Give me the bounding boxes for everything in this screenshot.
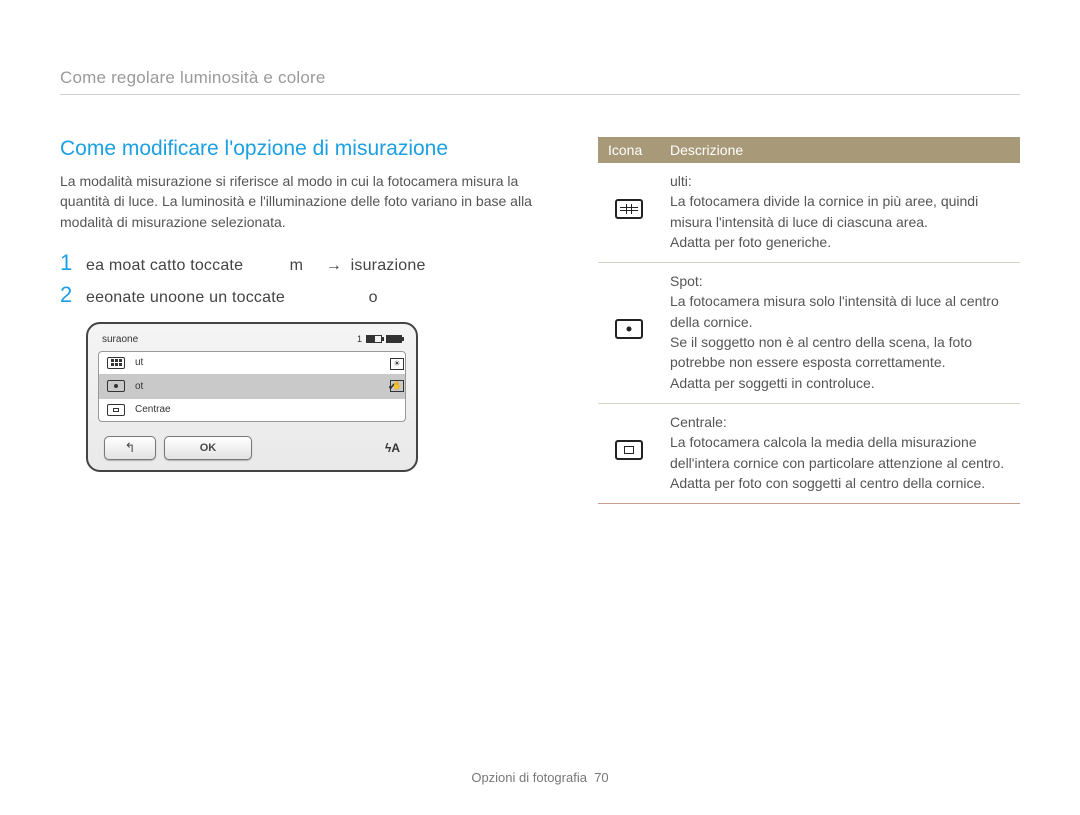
page-number: 70 [594, 770, 608, 785]
desc-body: Se il soggetto non è al centro della sce… [670, 332, 1010, 373]
icon-cell [598, 263, 660, 404]
step-text: ea moat catto toccate m → isurazione [86, 257, 540, 275]
lcd-bottom-bar: ↰ OK ϟA [98, 436, 406, 460]
icon-cell [598, 163, 660, 263]
desc-foot: Adatta per soggetti in controluce. [670, 373, 1010, 393]
menu-label: ot [135, 381, 378, 392]
center-icon [107, 404, 125, 416]
table-row: ulti: La fotocamera divide la cornice in… [598, 163, 1020, 263]
camera-lcd: suraone 1 ut ot ✔ [86, 322, 418, 472]
lcd-frame: suraone 1 ut ot ✔ [86, 322, 418, 472]
section-heading: Come modificare l'opzione di misurazione [60, 137, 540, 161]
menu-label: ut [135, 357, 397, 368]
exposure-icon: ☀ [390, 358, 404, 370]
step-number: 2 [60, 282, 86, 308]
step-fragment: isurazione [351, 257, 426, 274]
ok-button[interactable]: OK [164, 436, 252, 460]
menu-label: Centrae [135, 404, 397, 415]
intro-text: La modalità misurazione si riferisce al … [60, 171, 540, 232]
lcd-title: suraone [102, 334, 138, 345]
desc-title: Centrale: [670, 412, 1010, 432]
spot-icon [107, 380, 125, 392]
step-number: 1 [60, 250, 86, 276]
desc-title: ulti: [670, 171, 1010, 191]
step-1: 1 ea moat catto toccate m → isurazione [60, 250, 540, 276]
desc-body: La fotocamera calcola la media della mis… [670, 432, 1010, 473]
arrow-icon: → [326, 257, 342, 274]
menu-item-spot[interactable]: ot ✔ [99, 375, 405, 399]
desc-foot: Adatta per foto generiche. [670, 232, 1010, 252]
col-header-desc: Descrizione [660, 137, 1020, 163]
lcd-statusbar: suraone 1 [98, 334, 406, 351]
step-text: eeonate unoone un toccate o [86, 289, 540, 307]
multi-metering-icon [615, 199, 643, 219]
step-key: o [369, 289, 378, 306]
memory-icon [366, 335, 382, 343]
left-column: Come modificare l'opzione di misurazione… [60, 137, 540, 504]
footer-label: Opzioni di fotografia [471, 770, 587, 785]
battery-icon [386, 335, 402, 343]
col-header-icon: Icona [598, 137, 660, 163]
desc-body: La fotocamera misura solo l'intensità di… [670, 291, 1010, 332]
page-footer: Opzioni di fotografia 70 [0, 770, 1080, 785]
menu-item-center[interactable]: Centrae [99, 399, 405, 421]
spot-metering-icon [615, 319, 643, 339]
lcd-side-icons: ☀ ✋ [390, 358, 404, 392]
multi-icon [107, 357, 125, 369]
menu-item-multi[interactable]: ut [99, 352, 405, 375]
lcd-menu: ut ot ✔ Centrae [98, 351, 406, 422]
breadcrumb: Come regolare luminosità e colore [60, 68, 1020, 95]
icon-cell [598, 403, 660, 503]
desc-body: La fotocamera divide la cornice in più a… [670, 191, 1010, 232]
lcd-status-icons: 1 [357, 334, 402, 344]
step-2: 2 eeonate unoone un toccate o [60, 282, 540, 308]
stabilizer-icon: ✋ [390, 380, 404, 392]
center-metering-icon [615, 440, 643, 460]
desc-title: Spot: [670, 271, 1010, 291]
desc-foot: Adatta per foto con soggetti al centro d… [670, 473, 1010, 493]
table-row: Centrale: La fotocamera calcola la media… [598, 403, 1020, 503]
step-fragment: eeonate unoone un toccate [86, 289, 285, 306]
step-fragment: ea moat catto toccate [86, 257, 243, 274]
table-row: Spot: La fotocamera misura solo l'intens… [598, 263, 1020, 404]
shot-count: 1 [357, 334, 362, 344]
desc-cell: Spot: La fotocamera misura solo l'intens… [660, 263, 1020, 404]
content-columns: Come modificare l'opzione di misurazione… [60, 137, 1020, 504]
back-button[interactable]: ↰ [104, 436, 156, 460]
metering-table: Icona Descrizione ulti: La fotocamera di… [598, 137, 1020, 504]
desc-cell: Centrale: La fotocamera calcola la media… [660, 403, 1020, 503]
desc-cell: ulti: La fotocamera divide la cornice in… [660, 163, 1020, 263]
right-column: Icona Descrizione ulti: La fotocamera di… [598, 137, 1020, 504]
step-key: m [290, 257, 304, 274]
flash-icon: ϟA [385, 441, 400, 455]
